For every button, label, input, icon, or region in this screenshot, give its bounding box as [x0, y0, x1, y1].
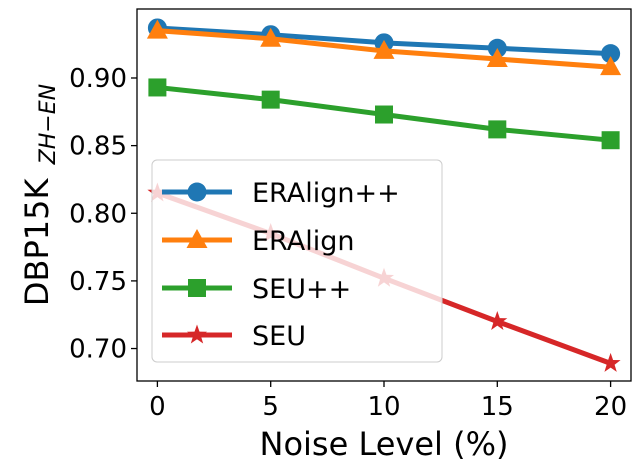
legend-entry-seuplusplus: SEU++ — [162, 274, 351, 305]
y-tick-label: 0.70 — [69, 335, 127, 365]
legend-label: SEU — [252, 321, 306, 352]
y-tick-label: 0.90 — [69, 64, 127, 94]
y-axis-title-main: DBP15K — [18, 177, 56, 306]
y-axis: 0.70 0.75 0.80 0.85 0.90 — [69, 64, 137, 365]
y-tick-label: 0.85 — [69, 132, 127, 162]
data-point-eralign — [373, 39, 395, 59]
x-tick-label: 10 — [367, 392, 400, 422]
y-tick-label: 0.75 — [69, 267, 127, 297]
legend-label: SEU++ — [252, 274, 351, 305]
legend-swatch-marker — [186, 229, 208, 248]
legend-label: ERAlign — [252, 226, 354, 257]
data-point-seuplusplus — [261, 90, 280, 109]
legend-swatch-marker — [187, 324, 207, 344]
data-point-eralign — [260, 27, 282, 47]
data-point-seuplusplus — [148, 78, 167, 97]
series-eralign — [146, 19, 622, 76]
data-point-eralignplusplus — [601, 44, 621, 64]
y-axis-title: DBP15K ZH−EN — [18, 84, 61, 306]
data-point-seuplusplus — [488, 120, 507, 139]
data-point-eralign — [600, 56, 622, 76]
data-point-eralign — [486, 48, 508, 68]
data-point-eralign — [146, 19, 168, 39]
data-point-seu — [487, 310, 508, 330]
x-tick-label: 20 — [594, 392, 627, 422]
x-tick-label: 5 — [262, 392, 279, 422]
series-seuplusplus — [148, 78, 620, 150]
legend-swatch-marker — [187, 182, 207, 202]
x-axis-title: Noise Level (%) — [260, 425, 509, 463]
legend-label: ERAlign++ — [252, 178, 400, 209]
legend-box — [151, 159, 443, 363]
legend-entry-seu: SEU — [162, 321, 306, 352]
y-axis-title-subscript: ZH−EN — [36, 84, 61, 165]
legend-swatch-marker — [188, 279, 206, 297]
x-tick-label: 15 — [481, 392, 514, 422]
data-point-seu — [600, 352, 621, 372]
x-tick-label: 0 — [149, 392, 166, 422]
legend-entry-eralign: ERAlign — [162, 226, 354, 257]
y-tick-label: 0.80 — [69, 199, 127, 229]
data-point-seuplusplus — [601, 131, 620, 150]
data-point-seuplusplus — [375, 105, 393, 124]
legend-entry-eralignplusplus: ERAlign++ — [162, 178, 400, 209]
legend: ERAlign++ ERAlign SEU++ SEU — [151, 159, 443, 363]
x-axis: 0 5 10 15 20 — [149, 381, 627, 422]
